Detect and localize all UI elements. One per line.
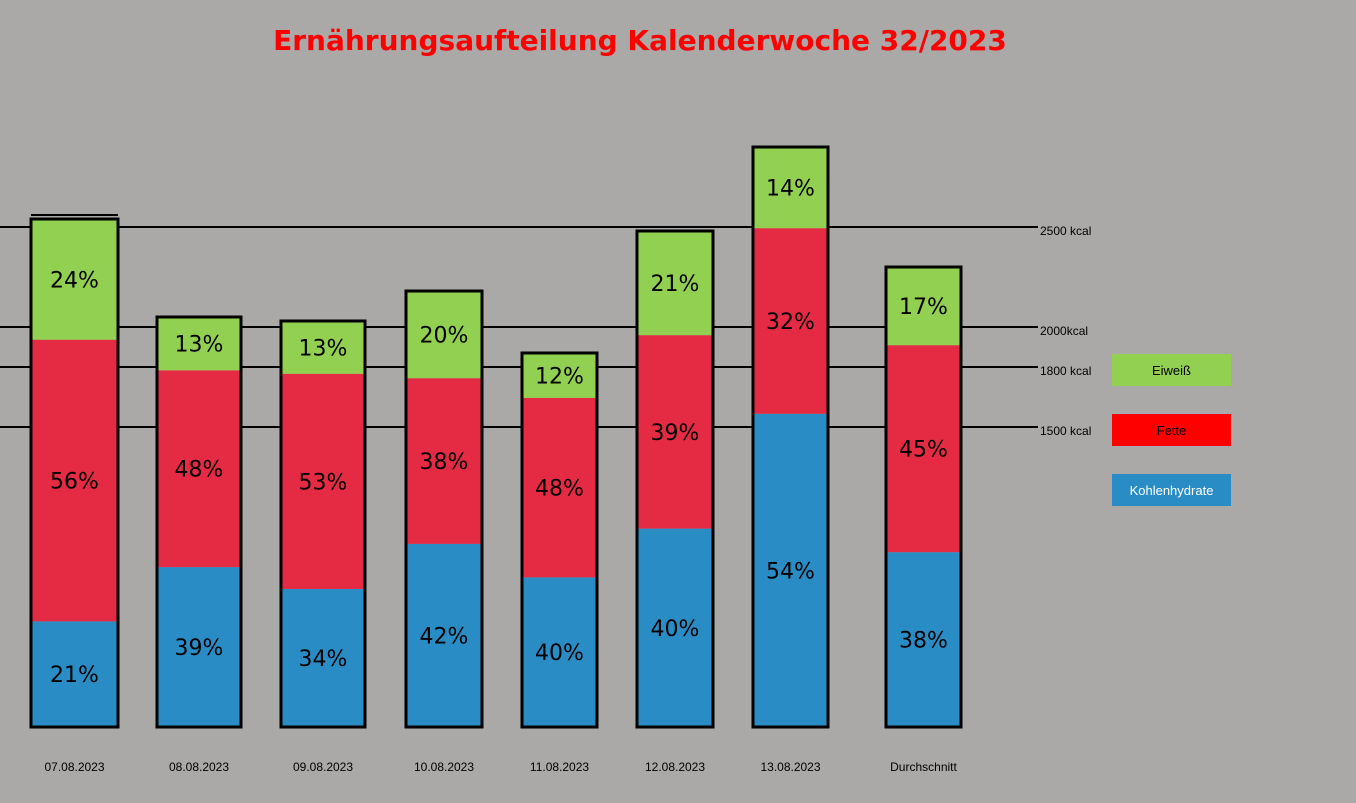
category-label-1: 07.08.2023 bbox=[44, 760, 104, 774]
bar-segment-eiweiß-2 bbox=[157, 317, 241, 371]
chart-title: Ernährungsaufteilung Kalenderwoche 32/20… bbox=[273, 24, 1007, 57]
bar-segment-kohlenhydrate-8 bbox=[886, 552, 961, 727]
bar-outline-5 bbox=[520, 351, 599, 729]
data-label-fette-1: 56% bbox=[50, 470, 99, 495]
bar-segment-eiweiß-6 bbox=[637, 231, 713, 336]
bar-group-5: 40% 48% 12% bbox=[520, 351, 599, 729]
bar-segment-fette-6 bbox=[637, 335, 713, 529]
bar-segment-fette-1 bbox=[31, 339, 118, 622]
data-label-eiweiß-6: 21% bbox=[651, 272, 700, 297]
bar-segment-eiweiß-5 bbox=[522, 353, 597, 398]
data-label-kohlenhydrate-5: 40% bbox=[535, 641, 584, 666]
bar-segment-eiweiß-8 bbox=[886, 267, 961, 346]
bar-group-1: 21% 56% 24% bbox=[29, 214, 120, 729]
category-label-3: 09.08.2023 bbox=[293, 760, 353, 774]
data-label-fette-7: 32% bbox=[766, 310, 815, 335]
data-label-fette-6: 39% bbox=[651, 421, 700, 446]
bar-segment-eiweiß-4 bbox=[406, 291, 482, 379]
category-label-2: 08.08.2023 bbox=[169, 760, 229, 774]
legend-swatch-1 bbox=[1112, 354, 1231, 386]
bar-segment-fette-5 bbox=[522, 397, 597, 578]
bar-outline-1 bbox=[29, 217, 120, 729]
bar-group-8: 38% 45% 17% bbox=[884, 265, 963, 729]
bar-segment-fette-8 bbox=[886, 345, 961, 553]
reference-label-1800: 1800 kcal bbox=[1040, 364, 1091, 378]
legend-swatch-3 bbox=[1112, 474, 1231, 506]
data-label-eiweiß-8: 17% bbox=[899, 295, 948, 320]
bar-segment-kohlenhydrate-6 bbox=[637, 528, 713, 727]
category-label-6: 12.08.2023 bbox=[645, 760, 705, 774]
bar-group-2: 39% 48% 13% bbox=[155, 315, 243, 729]
data-label-kohlenhydrate-2: 39% bbox=[175, 636, 224, 661]
bar-segment-kohlenhydrate-7 bbox=[753, 413, 828, 727]
bar-segment-kohlenhydrate-2 bbox=[157, 567, 241, 727]
data-label-fette-3: 53% bbox=[299, 470, 348, 495]
data-label-eiweiß-1: 24% bbox=[50, 268, 99, 293]
bar-segment-kohlenhydrate-5 bbox=[522, 577, 597, 727]
category-labels: 07.08.2023 08.08.2023 09.08.2023 10.08.2023… bbox=[44, 760, 957, 774]
legend-label-3: Kohlenhydrate bbox=[1130, 483, 1214, 498]
category-label-5: 11.08.2023 bbox=[530, 760, 589, 774]
data-label-eiweiß-7: 14% bbox=[766, 177, 815, 202]
data-label-kohlenhydrate-8: 38% bbox=[899, 629, 948, 654]
bar-group-6: 40% 39% 21% bbox=[635, 229, 715, 729]
bar-segment-kohlenhydrate-3 bbox=[281, 588, 365, 727]
data-label-eiweiß-4: 20% bbox=[420, 324, 469, 349]
bars: 21%56%24%39%48%13%34%53%13%42%38%20%40%4… bbox=[29, 145, 963, 729]
data-label-fette-4: 38% bbox=[420, 450, 469, 475]
bar-segment-fette-3 bbox=[281, 373, 365, 589]
bar-outline-2 bbox=[155, 315, 243, 729]
data-label-kohlenhydrate-7: 54% bbox=[766, 559, 815, 584]
bar-outline-7 bbox=[751, 145, 830, 729]
bar-segment-eiweiß-7 bbox=[753, 147, 828, 229]
data-label-kohlenhydrate-3: 34% bbox=[299, 647, 348, 672]
reference-label-1500: 1500 kcal bbox=[1040, 424, 1091, 438]
bar-group-7: 54% 32% 14% bbox=[751, 145, 830, 729]
bar-segment-kohlenhydrate-1 bbox=[31, 621, 118, 727]
bar-segment-fette-2 bbox=[157, 370, 241, 568]
legend-swatch-2 bbox=[1112, 414, 1231, 446]
bar-outline-8 bbox=[884, 265, 963, 729]
data-label-kohlenhydrate-1: 21% bbox=[50, 663, 99, 688]
bar-segment-fette-4 bbox=[406, 378, 482, 544]
bar-segment-eiweiß-3 bbox=[281, 321, 365, 374]
legend: Eiweiß Fette Kohlenhydrate bbox=[1112, 354, 1231, 506]
legend-label-1: Eiweiß bbox=[1152, 363, 1191, 378]
bar-group-4: 42% 38% 20% bbox=[404, 289, 484, 729]
category-label-7: 13.08.2023 bbox=[760, 760, 820, 774]
reference-label-2500: 2500 kcal bbox=[1040, 224, 1091, 238]
data-label-kohlenhydrate-4: 42% bbox=[420, 624, 469, 649]
bar-outline-4 bbox=[404, 289, 484, 729]
bar-outline-6 bbox=[635, 229, 715, 729]
legend-label-2: Fette bbox=[1157, 423, 1187, 438]
bar-segment-kohlenhydrate-4 bbox=[406, 543, 482, 727]
data-label-eiweiß-5: 12% bbox=[535, 364, 584, 389]
category-label-4: 10.08.2023 bbox=[414, 760, 474, 774]
data-label-eiweiß-3: 13% bbox=[299, 336, 348, 361]
bar-group-3: 34% 53% 13% bbox=[279, 319, 367, 729]
data-label-fette-5: 48% bbox=[535, 477, 584, 502]
bar-outline-3 bbox=[279, 319, 367, 729]
bar-segment-eiweiß-1 bbox=[31, 219, 118, 340]
data-label-fette-2: 48% bbox=[175, 458, 224, 483]
data-label-kohlenhydrate-6: 40% bbox=[651, 617, 700, 642]
bar-segment-fette-7 bbox=[753, 228, 828, 414]
reference-labels: 2500 kcal 2000kcal 1800 kcal 1500 kcal bbox=[1040, 224, 1091, 438]
category-label-8: Durchschnitt bbox=[890, 760, 957, 774]
data-label-fette-8: 45% bbox=[899, 438, 948, 463]
data-label-eiweiß-2: 13% bbox=[175, 333, 224, 358]
reference-label-2000: 2000kcal bbox=[1040, 324, 1088, 338]
